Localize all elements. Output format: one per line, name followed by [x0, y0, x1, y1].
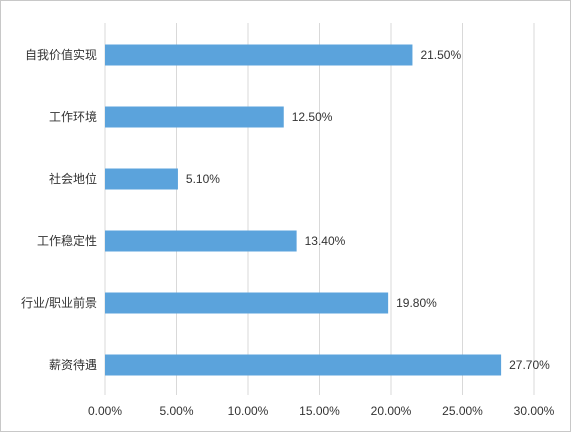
- x-tick-label: 5.00%: [159, 404, 193, 418]
- data-label: 13.40%: [305, 234, 346, 248]
- data-label: 19.80%: [396, 296, 437, 310]
- x-tick-label: 20.00%: [371, 404, 412, 418]
- category-label: 工作环境: [49, 109, 97, 124]
- category-label: 行业/职业前景: [21, 295, 97, 310]
- category-label: 自我价值实现: [25, 47, 97, 62]
- category-label: 工作稳定性: [37, 233, 97, 248]
- grid-layer: [104, 23, 535, 395]
- x-tick-label: 30.00%: [514, 404, 555, 418]
- bar: [105, 106, 284, 128]
- category-label: 社会地位: [49, 171, 97, 186]
- data-label: 12.50%: [292, 110, 333, 124]
- label-layer: 0.00% 5.00% 10.00% 15.00% 20.00% 25.00% 30.00%…: [21, 47, 555, 418]
- bar: [105, 354, 502, 376]
- bar: [105, 44, 413, 66]
- bar-layer: [105, 44, 502, 376]
- x-tick-label: 15.00%: [299, 404, 340, 418]
- data-label: 21.50%: [420, 48, 461, 62]
- x-tick-label: 10.00%: [228, 404, 269, 418]
- x-tick-label: 25.00%: [442, 404, 483, 418]
- data-label: 5.10%: [186, 172, 220, 186]
- bar: [105, 292, 389, 314]
- data-label: 27.70%: [509, 358, 550, 372]
- bar: [105, 168, 178, 190]
- bar: [105, 230, 297, 252]
- x-tick-label: 0.00%: [88, 404, 122, 418]
- category-label: 薪资待遇: [49, 358, 97, 372]
